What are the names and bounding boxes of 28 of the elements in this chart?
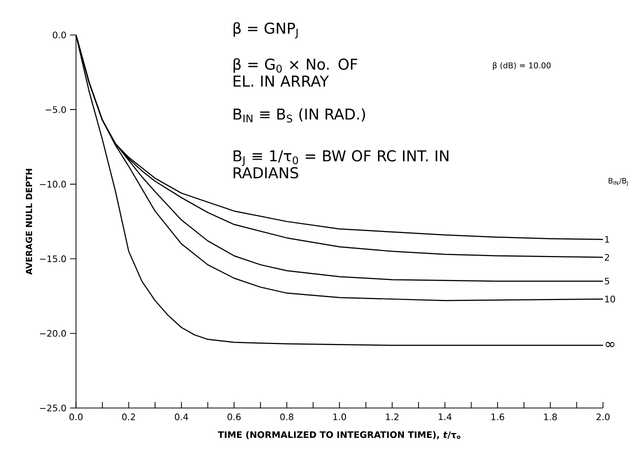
series-label: 2 [604,254,610,261]
series-label: 10 [605,296,616,302]
x-tick-label: 1.6 [491,414,504,420]
x-tick-label: 0.6 [228,414,241,420]
x-tick-label: 1.2 [386,414,398,420]
x-tick-label: 0.8 [280,414,294,420]
y-tick-label: −20.0 [40,330,66,337]
series-label: ∞ [606,342,614,348]
y-tick-label: −25.0 [40,404,66,412]
x-axis-title: TIME (NORMALIZED TO INTEGRATION TIME), t/τ$_{o}$ [218,431,460,440]
x-tick-label: 0.2 [122,414,135,420]
y-tick-label: −15.0 [40,255,66,262]
annotation: B$_{IN}$ ≡ B$_{S}$ (IN RAD.) [234,108,366,122]
y-axis-title: AVERAGE NULL DEPTH [26,168,32,275]
x-tick-label: 0.0 [69,414,83,420]
x-tick-label: 1.0 [333,414,346,420]
y-tick-label: −5.0 [46,106,66,113]
annotation: B$_{J}$ ≡ 1/τ$_{0}$ = BW OF RC INT. IN RADIANS [234,150,448,178]
series-label: 1 [605,236,610,243]
x-tick-label: 1.8 [544,414,557,420]
annotation: β = G$_{0}$ × No. OF EL. IN ARRAY [234,58,358,87]
x-tick-label: 2.0 [596,414,610,420]
x-tick-label: 0.4 [174,414,188,420]
y-tick-label: −10.0 [40,180,66,188]
annotation: β = GNP$_{J}$ [234,22,298,38]
y-tick-label: 0.0 [52,32,66,38]
x-tick-label: 1.4 [438,414,452,420]
series-label: 5 [604,278,610,284]
